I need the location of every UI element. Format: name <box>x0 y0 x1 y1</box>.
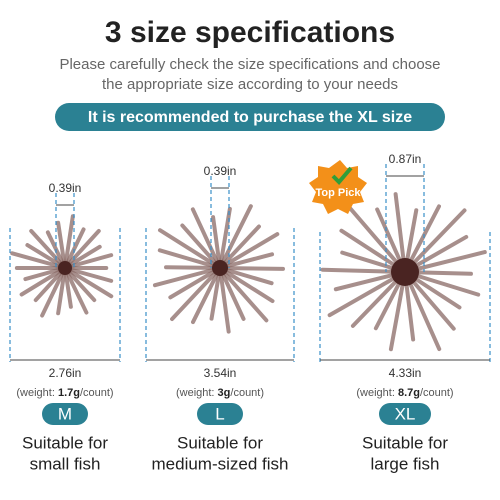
tentacle <box>168 266 222 300</box>
size-pill <box>379 403 431 425</box>
size-label: L <box>215 404 224 423</box>
tentacle <box>63 266 97 303</box>
weight-prefix: (weight: <box>176 387 218 399</box>
tentacle <box>63 214 75 270</box>
tentacle <box>63 253 114 270</box>
tentacle <box>218 266 246 321</box>
head-size: 0.39in <box>49 181 82 195</box>
tentacle <box>347 205 407 274</box>
tentacle <box>29 228 67 270</box>
tentacle <box>218 266 285 271</box>
tentacle <box>209 266 222 321</box>
description: medium-sized fish <box>152 454 289 473</box>
lures: 0.39in 2.76in (weight: 1.7g/count) M Suitabl… <box>9 152 491 473</box>
description: Suitable for <box>177 433 263 452</box>
tentacle <box>63 266 114 283</box>
weight: (weight: 8.7g/count) <box>356 387 453 399</box>
tentacle <box>63 228 101 270</box>
tentacle <box>403 270 442 352</box>
tentacle <box>63 266 89 315</box>
weight-prefix: (weight: <box>356 387 398 399</box>
badge-burst <box>309 160 367 214</box>
description: Suitable for <box>22 433 108 452</box>
banner: It is recommended to purchase the XL siz… <box>88 109 412 126</box>
description: small fish <box>30 454 101 473</box>
tentacle <box>191 266 222 325</box>
description: large fish <box>371 454 440 473</box>
description: Suitable for <box>362 433 448 452</box>
tentacle <box>218 224 261 270</box>
subtitle: Please carefully check the size specific… <box>59 56 440 73</box>
title: 3 size specifications <box>105 16 395 49</box>
tentacle <box>19 266 67 297</box>
size-label: XL <box>395 404 416 423</box>
tentacle <box>152 266 222 288</box>
lure-head <box>391 258 419 286</box>
tentacle <box>218 266 269 323</box>
tentacle <box>33 266 67 303</box>
tentacle <box>25 243 67 270</box>
tentacle <box>180 223 222 270</box>
tentacle <box>211 215 222 270</box>
tentacle <box>40 266 67 318</box>
tentacle <box>218 206 232 270</box>
badge-text: Top Pick <box>315 187 361 199</box>
lure-head <box>212 260 228 276</box>
weight-suffix: /count) <box>230 387 264 399</box>
tentacle <box>170 266 222 322</box>
weight-suffix: /count) <box>420 387 454 399</box>
size-pill <box>197 403 243 425</box>
tentacle <box>56 220 67 270</box>
weight-value: 8.7g <box>398 387 420 399</box>
tentacle <box>218 266 274 286</box>
check <box>331 166 353 185</box>
weight-value: 1.7g <box>58 387 80 399</box>
weight-suffix: /count) <box>80 387 114 399</box>
tentacle <box>56 266 67 316</box>
banner-bg <box>55 103 445 131</box>
tentacle <box>157 228 222 270</box>
tentacle <box>218 204 253 270</box>
width-size: 2.76in <box>49 366 82 380</box>
top-pick-badge: Top Pick <box>309 160 367 214</box>
tentacle <box>218 266 275 304</box>
head-size: 0.39in <box>204 164 237 178</box>
size-pill <box>42 403 88 425</box>
head-size: 0.87in <box>389 152 422 166</box>
tentacle <box>63 266 114 299</box>
tentacle <box>403 208 467 274</box>
tentacle <box>63 227 86 270</box>
weight: (weight: 3g/count) <box>176 387 264 399</box>
tentacle <box>218 252 275 270</box>
tentacle <box>327 270 407 318</box>
width-size: 3.54in <box>204 366 237 380</box>
weight-prefix: (weight: <box>16 387 58 399</box>
lure-head <box>58 261 72 275</box>
tentacle <box>190 207 222 270</box>
tentacle <box>218 266 231 334</box>
size-label: M <box>58 404 72 423</box>
weight: (weight: 1.7g/count) <box>16 387 113 399</box>
weight-value: 3g <box>218 387 231 399</box>
tentacle <box>157 248 222 270</box>
width-size: 4.33in <box>389 366 422 380</box>
subtitle: the appropriate size according to your n… <box>102 76 398 93</box>
